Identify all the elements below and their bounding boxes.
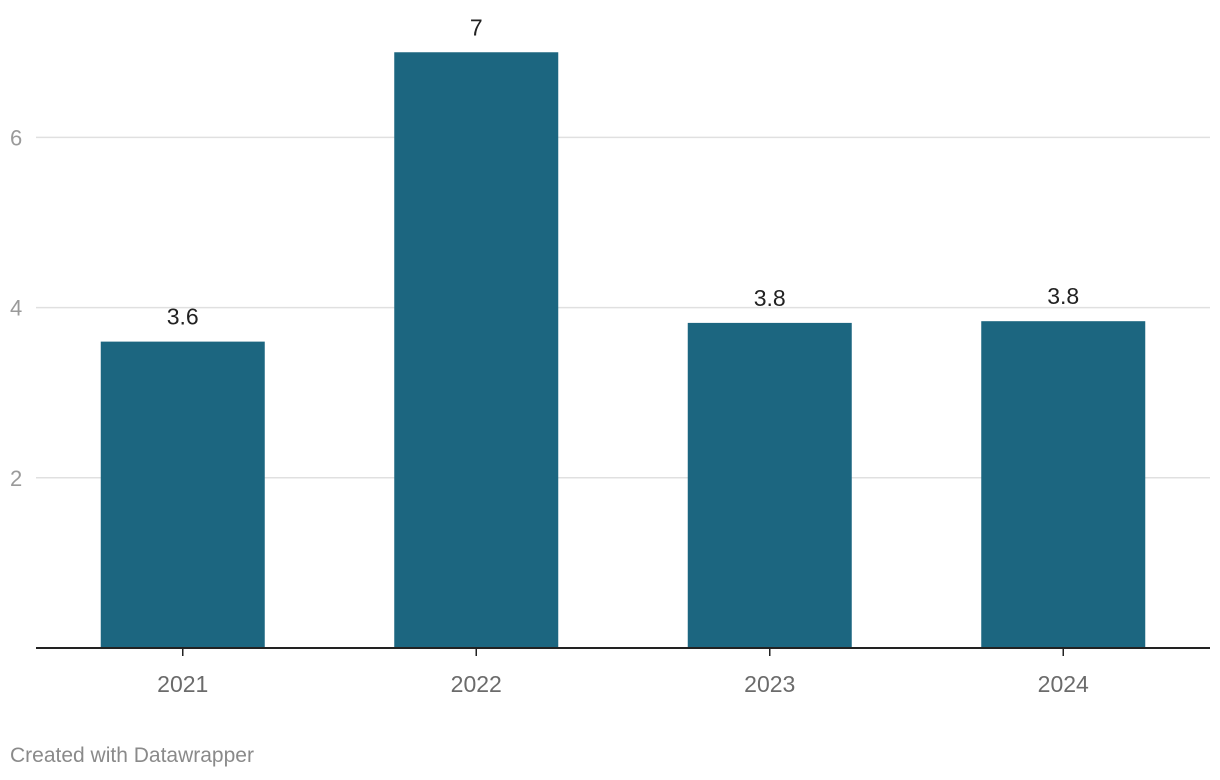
data-label-2022: 7 [470, 14, 483, 40]
x-tick-label-2023: 2023 [744, 671, 795, 697]
data-labels: 3.6 7 3.8 3.8 [167, 14, 1079, 329]
bar-2022 [394, 52, 559, 649]
y-tick-label: 6 [10, 125, 22, 150]
data-label-2023: 3.8 [754, 285, 786, 311]
x-tick-label-2021: 2021 [157, 671, 208, 697]
footer-credit: Created with Datawrapper [10, 744, 254, 767]
bar-2023 [687, 322, 852, 648]
data-label-2024: 3.8 [1047, 283, 1079, 309]
x-tick-label-2022: 2022 [451, 671, 502, 697]
y-tick-label: 4 [10, 296, 22, 321]
y-tick-label: 2 [10, 466, 22, 491]
x-tick-label-2024: 2024 [1038, 671, 1089, 697]
bars [100, 52, 1146, 649]
bar-2024 [981, 321, 1146, 648]
data-label-2021: 3.6 [167, 304, 199, 330]
bar-2021 [100, 341, 265, 648]
x-axis: 2021 2022 2023 2024 [157, 648, 1089, 697]
